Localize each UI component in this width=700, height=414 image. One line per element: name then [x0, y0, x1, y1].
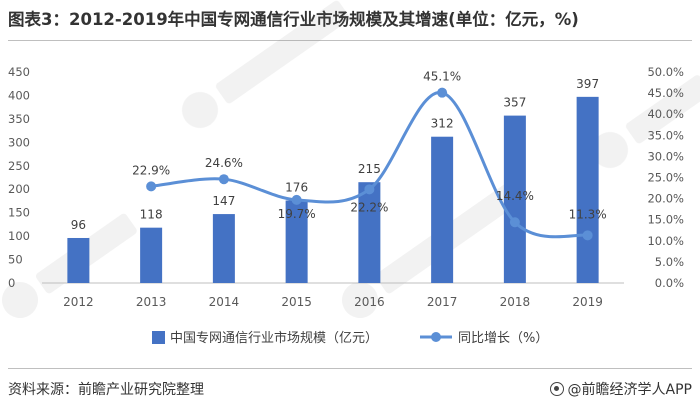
right-axis-tick-label: 30.0%	[647, 149, 684, 163]
growth-value-label: 45.1%	[423, 70, 461, 84]
bar-2016	[358, 182, 381, 283]
right-axis-tick-label: 35.0%	[647, 128, 684, 142]
title-divider	[8, 40, 692, 41]
growth-value-label: 22.2%	[350, 200, 388, 214]
source-note: 资料来源：前瞻产业研究院整理	[8, 382, 204, 398]
right-axis-tick-label: 5.0%	[655, 255, 684, 269]
right-axis: 0.0% 5.0% 10.0% 15.0% 20.0% 25.0% 30.0% 35.0% 40…	[647, 65, 684, 290]
x-tick-label: 2015	[281, 295, 312, 309]
growth-point-2017	[437, 87, 448, 98]
growth-value-label: 24.6%	[205, 156, 243, 170]
bar-2015	[285, 200, 308, 283]
legend: 中国专网通信行业市场规模（亿元） 同比增长（%）	[152, 330, 548, 346]
right-axis-tick-label: 45.0%	[647, 86, 684, 100]
growth-value-label: 19.7%	[278, 207, 316, 221]
left-axis-tick-label: 150	[8, 206, 30, 220]
bar-value-label: 215	[358, 162, 381, 176]
bar-value-label: 147	[212, 194, 235, 208]
bar-2018	[503, 115, 526, 284]
left-axis-tick-label: 300	[8, 135, 30, 149]
left-axis-tick-label: 400	[8, 88, 30, 102]
legend-bar-label: 中国专网通信行业市场规模（亿元）	[170, 330, 378, 346]
bar-labels: 96 118 147 176 215 312 357 397	[71, 77, 599, 232]
right-axis-tick-label: 40.0%	[647, 107, 684, 121]
x-tick-label: 2019	[572, 295, 603, 309]
bar-value-label: 176	[285, 180, 308, 194]
growth-point-2016	[364, 184, 375, 195]
brand-logo-icon	[549, 382, 564, 396]
bar-value-label: 312	[431, 117, 454, 131]
growth-point-2018	[509, 217, 520, 228]
bar-2014	[212, 214, 235, 283]
bar-2017	[431, 136, 454, 283]
left-axis-tick-label: 200	[8, 182, 30, 196]
left-axis-tick-label: 250	[8, 159, 30, 173]
x-tick-label: 2017	[427, 295, 458, 309]
x-tick-label: 2018	[500, 295, 531, 309]
bar-value-label: 357	[503, 96, 526, 110]
growth-point-2013	[146, 181, 157, 192]
brand-credit: @前瞻经济学人APP	[549, 379, 692, 399]
bar-value-label: 118	[140, 208, 163, 222]
growth-point-2014	[218, 174, 229, 185]
left-axis-tick-label: 0	[8, 276, 15, 290]
bar-2013	[140, 227, 163, 283]
x-tick-label: 2014	[209, 295, 240, 309]
bar-line-chart: 0 50 100 150 200 250 300 350 400 450 0.0% 5.0% 10.0…	[2, 0, 700, 346]
left-axis: 0 50 100 150 200 250 300 350 400 450	[8, 65, 30, 290]
left-axis-tick-label: 50	[8, 253, 23, 267]
right-axis-tick-label: 15.0%	[647, 213, 684, 227]
brand-text: @前瞻经济学人APP	[567, 382, 692, 398]
growth-point-2019	[582, 230, 593, 241]
growth-value-label: 11.3%	[569, 207, 607, 221]
left-axis-tick-label: 350	[8, 112, 30, 126]
bar-value-label: 96	[71, 218, 86, 232]
left-axis-tick-label: 450	[8, 65, 30, 79]
right-axis-tick-label: 25.0%	[647, 171, 684, 185]
legend-line-marker	[431, 332, 441, 342]
x-axis-ticks: 2012 2013 2014 2015 2016 2017 2018 2019	[63, 295, 603, 309]
bar-2012	[67, 237, 90, 283]
right-axis-tick-label: 10.0%	[647, 234, 684, 248]
legend-line-label: 同比增长（%）	[458, 331, 548, 346]
chart-title: 图表3：2012-2019年中国专网通信行业市场规模及其增速(单位：亿元，%)	[8, 10, 579, 29]
line-series: 22.9% 24.6% 19.7% 22.2% 45.1% 14.4% 11.3%	[132, 70, 607, 241]
right-axis-tick-label: 20.0%	[647, 192, 684, 206]
bar-2019	[576, 96, 599, 284]
right-axis-tick-label: 0.0%	[655, 276, 684, 290]
growth-value-label: 22.9%	[132, 163, 170, 177]
right-axis-tick-label: 50.0%	[647, 65, 684, 79]
legend-bar-swatch	[152, 331, 165, 344]
left-axis-tick-label: 100	[8, 229, 30, 243]
bar-value-label: 397	[576, 77, 599, 91]
x-tick-label: 2016	[354, 295, 385, 309]
growth-value-label: 14.4%	[496, 189, 534, 203]
growth-point-2015	[291, 194, 302, 205]
x-tick-label: 2012	[63, 295, 94, 309]
footer-divider	[8, 368, 692, 369]
x-tick-label: 2013	[136, 295, 167, 309]
